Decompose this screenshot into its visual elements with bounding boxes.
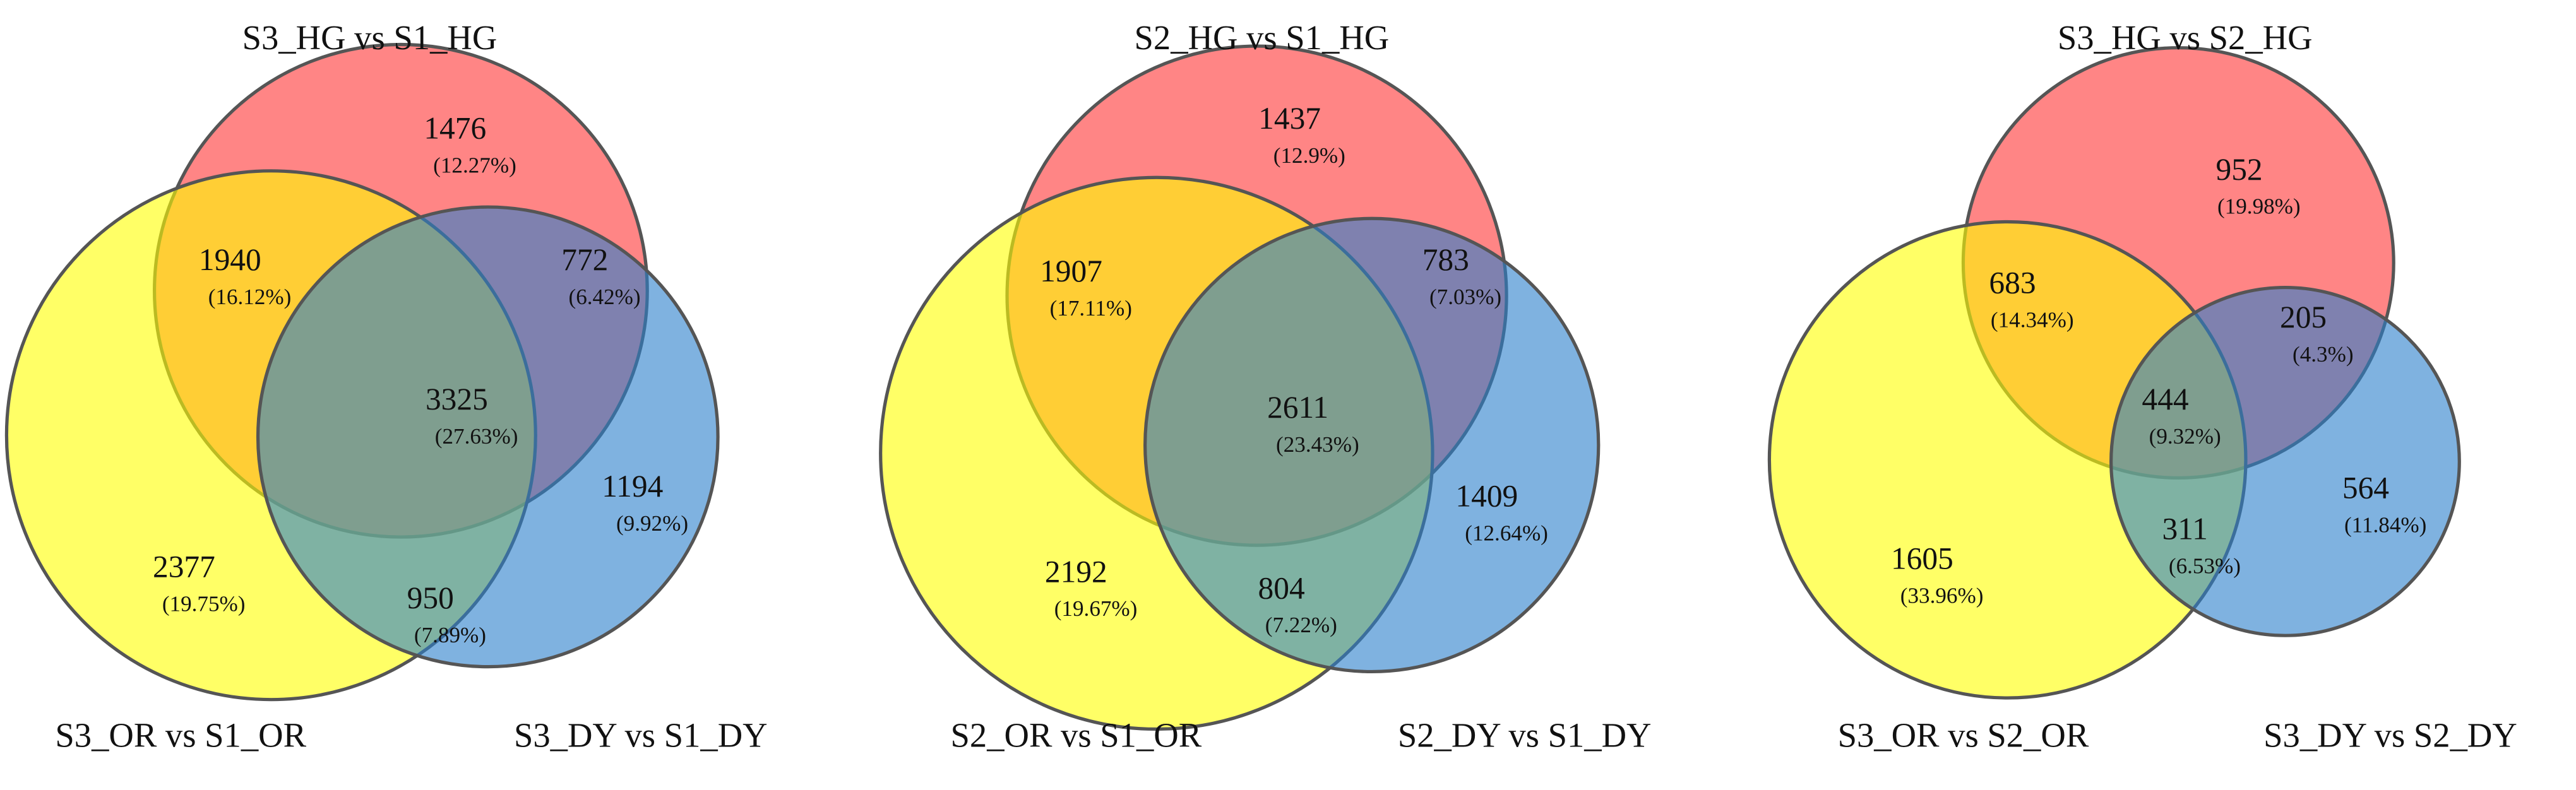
region-share: (19.75%) [162,591,246,616]
region-share: (12.27%) [433,153,516,178]
region-count: 772 [561,242,608,277]
region-share: (7.22%) [1265,613,1337,637]
region-count: 1409 [1455,479,1518,514]
region-count: 205 [2280,300,2327,334]
region-count: 1194 [602,469,663,504]
region-share: (12.9%) [1273,143,1345,168]
region-count: 804 [1258,570,1305,605]
region-count: 1476 [424,111,486,146]
set-name: S2_DY vs S1_DY [1398,716,1652,755]
region-share: (16.12%) [208,285,292,309]
set-name: S3_OR vs S2_OR [1838,716,2089,755]
region-count: 2611 [1267,390,1328,425]
set-circle [1143,216,1601,674]
region-count: 1605 [1891,541,1953,575]
region-count: 2192 [1045,554,1107,589]
region-share: (6.53%) [2169,554,2241,579]
region-count: 683 [1989,265,2036,300]
region-share: (33.96%) [1900,583,1984,608]
region-share: (12.64%) [1465,521,1548,546]
region-share: (27.63%) [435,424,518,449]
region-share: (9.32%) [2149,424,2221,449]
region-count: 783 [1422,242,1469,277]
set-name: S2_HG vs S1_HG [1135,18,1390,57]
region-share: (19.67%) [1054,596,1138,621]
set-name: S3_OR vs S1_OR [55,716,306,755]
region-share: (17.11%) [1050,296,1132,321]
set-name: S2_OR vs S1_OR [951,716,1202,755]
set-name: S3_HG vs S1_HG [242,18,498,57]
region-count: 2377 [153,549,215,584]
region-share: (14.34%) [1991,307,2074,332]
region-share: (7.03%) [1429,285,1501,309]
region-share: (7.89%) [414,623,486,647]
region-share: (23.43%) [1276,432,1359,457]
region-share: (11.84%) [2344,513,2426,538]
region-count: 311 [2162,512,2208,546]
set-name: S3_HG vs S2_HG [2058,18,2313,57]
region-share: (19.98%) [2217,194,2301,219]
set-circle [256,205,720,669]
region-count: 1940 [199,242,261,277]
region-count: 950 [407,581,454,615]
set-name: S3_DY vs S1_DY [514,716,768,755]
region-count: 564 [2342,471,2389,505]
region-count: 1907 [1040,254,1102,288]
set-name: S3_DY vs S2_DY [2263,716,2517,755]
region-count: 3325 [426,382,488,416]
region-share: (6.42%) [569,285,641,309]
region-share: (4.3%) [2293,342,2354,367]
set-circle [2109,285,2461,637]
region-count: 1437 [1258,101,1321,136]
region-count: 444 [2142,382,2188,416]
region-count: 952 [2216,152,2263,187]
region-share: (9.92%) [616,511,688,536]
